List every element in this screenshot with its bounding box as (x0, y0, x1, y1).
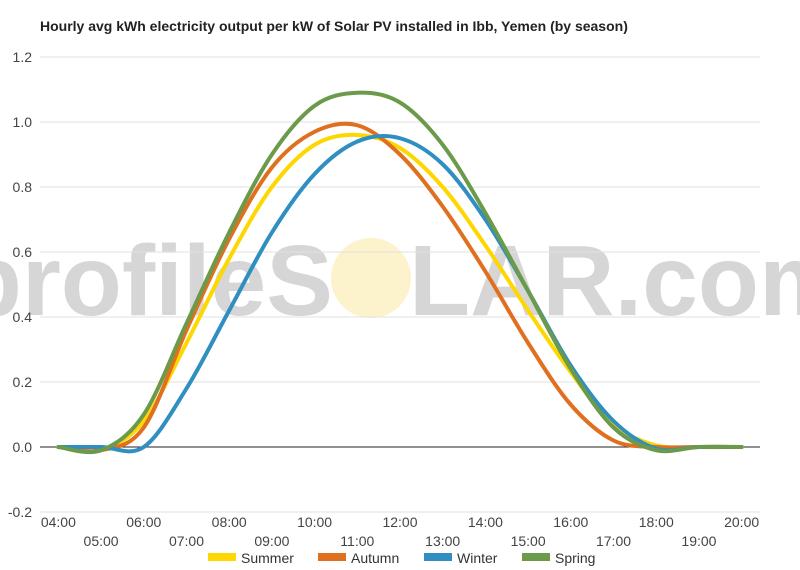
x-tick-label: 12:00 (382, 514, 417, 530)
y-tick-label: 0.0 (13, 439, 33, 455)
x-tick-label: 11:00 (340, 533, 374, 549)
series-line-summer (56, 132, 744, 454)
y-tick-label: 0.4 (13, 309, 33, 325)
series-line-autumn (56, 121, 744, 454)
y-tick-label: 0.2 (13, 374, 33, 390)
x-tick-label: 13:00 (425, 533, 460, 549)
x-tick-label: 04:00 (41, 514, 76, 530)
x-tick-label: 05:00 (84, 533, 119, 549)
legend-swatch-winter (424, 553, 452, 561)
series-line-spring (56, 90, 744, 455)
watermark-text-right: LAR.com (409, 225, 800, 337)
series-line-winter (56, 134, 744, 454)
x-tick-label: 16:00 (553, 514, 588, 530)
x-tick-label: 20:00 (724, 514, 759, 530)
watermark: profileS LAR.com (0, 225, 800, 337)
x-tick-label: 17:00 (596, 533, 631, 549)
y-tick-label: 0.8 (13, 179, 33, 195)
legend-label-summer: Summer (241, 550, 294, 566)
legend-swatch-autumn (318, 553, 346, 561)
legend-swatch-spring (522, 553, 550, 561)
x-tick-label: 09:00 (254, 533, 289, 549)
x-tick-label: 18:00 (639, 514, 674, 530)
y-tick-label: -0.2 (8, 504, 32, 520)
x-tick-label: 14:00 (468, 514, 503, 530)
legend-label-spring: Spring (555, 550, 595, 566)
watermark-sun-icon (331, 238, 411, 318)
y-tick-label: 0.6 (13, 244, 33, 260)
x-tick-label: 15:00 (511, 533, 546, 549)
x-tick-label: 10:00 (297, 514, 332, 530)
y-tick-label: 1.0 (13, 114, 33, 130)
x-tick-label: 19:00 (681, 533, 716, 549)
y-tick-label: 1.2 (13, 49, 33, 65)
legend-label-winter: Winter (457, 550, 498, 566)
x-tick-label: 07:00 (169, 533, 204, 549)
x-tick-label: 08:00 (212, 514, 247, 530)
legend-swatch-summer (208, 553, 236, 561)
y-axis-ticks: -0.2 0.0 0.2 0.4 0.6 0.8 1.0 1.2 (8, 49, 32, 520)
x-axis-ticks: 04:00 05:00 06:00 07:00 08:00 09:00 10:00 11:00… (41, 514, 760, 549)
series-lines (56, 90, 744, 455)
chart-title: Hourly avg kWh electricity output per kW… (40, 18, 628, 34)
legend: Summer Autumn Winter Spring (208, 550, 595, 566)
x-tick-label: 06:00 (126, 514, 161, 530)
gridlines (40, 56, 760, 513)
legend-label-autumn: Autumn (351, 550, 399, 566)
watermark-text-left: profileS (0, 225, 333, 337)
